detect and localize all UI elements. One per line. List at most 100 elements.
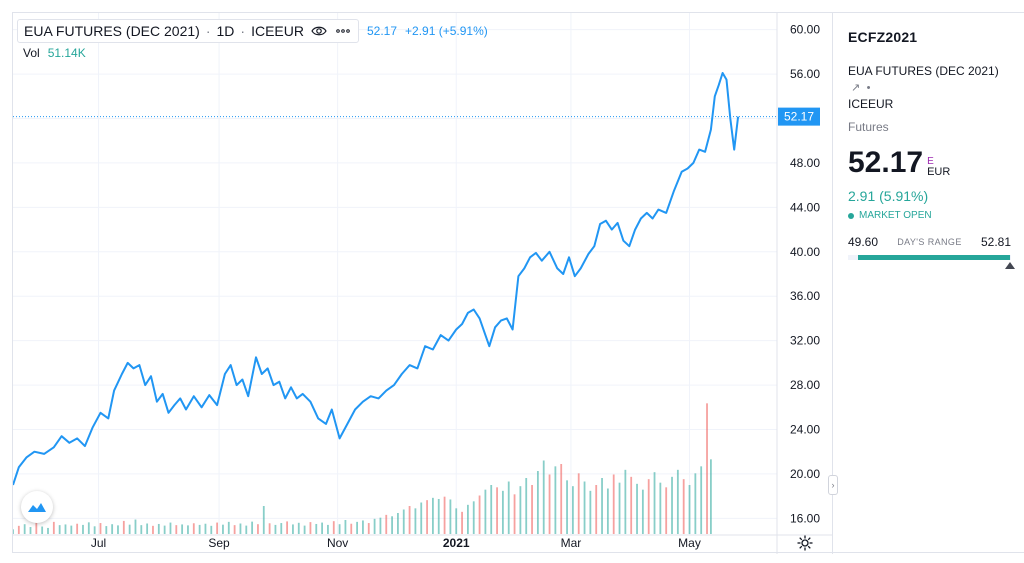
volume-bar (571, 486, 574, 534)
volume-bar (157, 523, 160, 534)
volume-bar (13, 529, 14, 534)
volume-bar (350, 523, 353, 534)
volume-bar (140, 525, 143, 534)
volume-bar (17, 525, 20, 534)
y-tick-label: 60.00 (790, 23, 820, 37)
volume-bar (437, 499, 440, 534)
volume-bar (577, 473, 580, 534)
panel-currency-block: E EUR (927, 156, 950, 178)
volume-bar (181, 524, 184, 534)
symbol-info-panel: ECFZ2021 EUA FUTURES (DEC 2021) ↗ • ICEE… (834, 13, 1024, 554)
legend-interval: 1D (216, 23, 235, 39)
volume-bar (262, 506, 265, 534)
legend-separator: · (240, 23, 246, 39)
range-track (848, 255, 1015, 269)
volume-bar (111, 524, 114, 534)
volume-bar (420, 502, 423, 534)
volume-bar (82, 524, 84, 534)
volume-bar (583, 481, 586, 534)
volume-bar (122, 520, 125, 534)
volume-label: Vol (23, 46, 40, 60)
volume-bar (676, 469, 679, 534)
volume-bar (251, 521, 254, 534)
volume-bar (513, 494, 516, 534)
volume-bar (385, 514, 388, 534)
volume-bar (303, 525, 306, 534)
volume-bar (216, 522, 219, 534)
range-marker-icon (1004, 262, 1015, 269)
volume-bar (595, 485, 598, 534)
volume-bar (52, 521, 55, 534)
panel-currency: EUR (927, 166, 951, 178)
bullet-separator: • (866, 82, 871, 94)
volume-bar (87, 522, 90, 534)
volume-bar (496, 487, 498, 534)
volume-bar (443, 496, 446, 534)
volume-bar (449, 499, 452, 534)
volume-bar (665, 487, 668, 534)
price-chart[interactable]: 52.17 16.00 20.00 24.00 28.00 32.00 36.00 40.00… (13, 13, 833, 554)
volume-bar (338, 524, 341, 534)
y-tick-label: 16.00 (790, 511, 820, 525)
volume-bar (414, 508, 417, 534)
volume-bar (245, 525, 248, 534)
panel-description-text[interactable]: EUA FUTURES (DEC 2021) (848, 64, 999, 78)
collapse-panel-button[interactable]: › (828, 475, 838, 495)
x-tick-label: 2021 (443, 536, 470, 550)
external-link-icon[interactable]: ↗ (851, 82, 861, 94)
volume-bar (519, 486, 522, 534)
volume-bar (64, 524, 67, 534)
volume-bar (58, 525, 61, 534)
volume-bar (566, 480, 568, 534)
volume-bar (461, 511, 463, 534)
volume-bar (548, 474, 551, 534)
volume-bar (280, 523, 283, 534)
volume-bar (426, 500, 428, 534)
range-label: DAY'S RANGE (897, 237, 962, 247)
tradingview-logo-button[interactable] (21, 491, 53, 523)
volume-bar (192, 523, 195, 534)
panel-change: 2.91 (5.91%) (848, 188, 929, 204)
volume-bar (93, 526, 96, 534)
volume-bar (373, 518, 376, 534)
volume-bar (152, 525, 154, 534)
x-tick-label: Nov (327, 536, 348, 550)
volume-bar (624, 469, 627, 534)
volume-bar (606, 488, 609, 534)
more-dots-icon[interactable] (334, 22, 352, 40)
x-tick-label: Jul (91, 536, 106, 550)
x-tick-label: Sep (208, 536, 230, 550)
price-line (13, 72, 740, 486)
volume-bar (467, 504, 469, 534)
volume-bar (35, 522, 38, 534)
volume-bar (204, 523, 207, 534)
panel-symbol[interactable]: ECFZ2021 (848, 29, 918, 45)
volume-bar (647, 479, 650, 534)
range-low: 49.60 (848, 235, 879, 249)
volume-bar (536, 471, 539, 534)
eye-icon[interactable] (310, 22, 328, 40)
volume-bar (309, 522, 312, 534)
y-tick-label: 36.00 (790, 289, 820, 303)
currency-marker: E (927, 156, 934, 167)
volume-bar (274, 524, 277, 534)
trading-widget: 52.17 16.00 20.00 24.00 28.00 32.00 36.00 40.00… (12, 12, 1024, 554)
chart-pane[interactable]: 52.17 16.00 20.00 24.00 28.00 32.00 36.00 40.00… (13, 13, 833, 554)
y-tick-label: 48.00 (790, 156, 820, 170)
volume-bar (397, 513, 399, 534)
volume-bar (554, 466, 557, 534)
x-tick-label: Mar (561, 536, 582, 550)
volume-bar (612, 474, 615, 534)
volume-bar (297, 522, 300, 534)
volume-bar (105, 526, 108, 534)
symbol-legend-box[interactable]: EUA FUTURES (DEC 2021) · 1D · ICEEUR (17, 19, 359, 43)
gear-icon[interactable] (795, 533, 815, 553)
volume-bar (478, 495, 481, 534)
volume-bar (402, 509, 405, 534)
legend-last-price: 52.17 (366, 24, 398, 38)
volume-bar (47, 527, 49, 534)
volume-bar (99, 523, 102, 534)
volume-bar (525, 478, 528, 534)
y-tick-label: 32.00 (790, 334, 820, 348)
volume-bar (601, 478, 603, 534)
